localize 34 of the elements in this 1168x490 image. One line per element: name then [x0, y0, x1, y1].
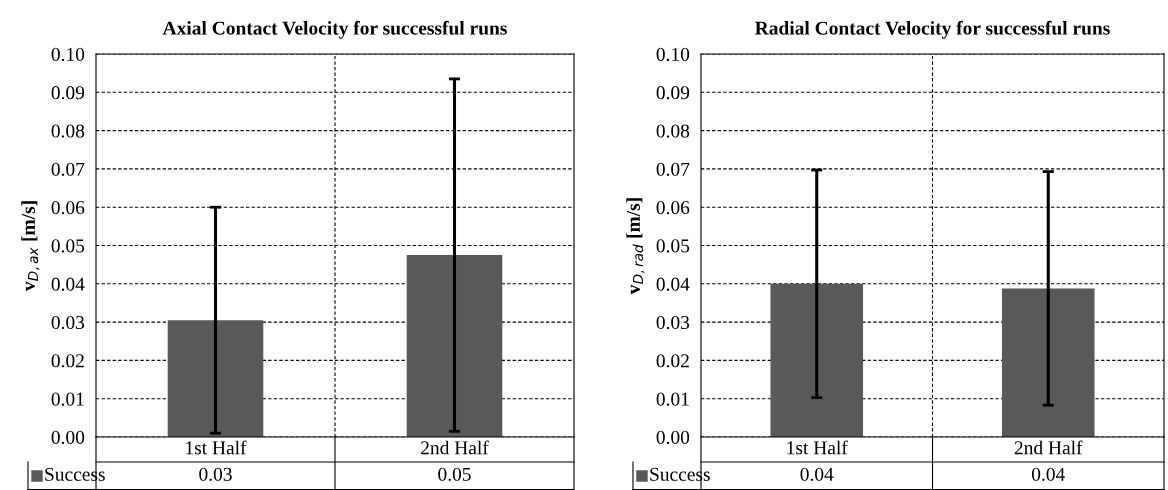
y-tick-label: 0.08 [656, 124, 690, 138]
y-tick-label: 0.08 [51, 124, 85, 138]
y-tick-label: 0.00 [656, 430, 690, 445]
x-tick-label: 1st Half [186, 440, 247, 455]
data-label: 0.04 [800, 467, 834, 481]
y-tick-label: 0.00 [51, 430, 85, 445]
chart-title: Axial Contact Velocity for successful runs [162, 20, 507, 39]
y-tick-label: 0.10 [51, 47, 85, 62]
y-tick-label: 0.06 [656, 201, 690, 215]
y-tick-label: 0.07 [656, 162, 690, 176]
y-tick-label: 0.03 [656, 315, 690, 330]
y-tick-label: 0.01 [51, 392, 84, 406]
y-tick-label: 0.07 [51, 162, 85, 176]
data-label: 0.05 [438, 467, 471, 481]
x-tick-label: 2nd Half [421, 440, 489, 455]
y-tick-label: 0.02 [51, 354, 84, 368]
data-label: 0.04 [1031, 467, 1065, 481]
x-tick-label: 2nd Half [1014, 440, 1083, 455]
y-axis-title: v$_{D,ax}$ [m/s] [21, 201, 40, 292]
y-tick-label: 0.09 [656, 86, 690, 100]
y-tick-label: 0.04 [656, 277, 690, 291]
y-tick-label: 0.06 [51, 201, 85, 215]
y-tick-label: 0.02 [656, 354, 689, 368]
x-tick-label: 1st Half [787, 440, 848, 455]
y-tick-label: 0.03 [51, 315, 85, 330]
y-axis-title: v$_{D,rad}$ [m/s] [626, 198, 645, 295]
y-tick-label: 0.01 [656, 392, 689, 406]
y-tick-label: 0.05 [656, 239, 690, 253]
y-tick-label: 0.05 [51, 239, 85, 253]
y-tick-label: 0.09 [51, 86, 85, 100]
data-label: 0.03 [199, 467, 232, 481]
y-tick-label: 0.10 [656, 47, 690, 62]
chart-title: Radial Contact Velocity for successful runs [755, 20, 1110, 39]
y-tick-label: 0.04 [51, 277, 85, 291]
